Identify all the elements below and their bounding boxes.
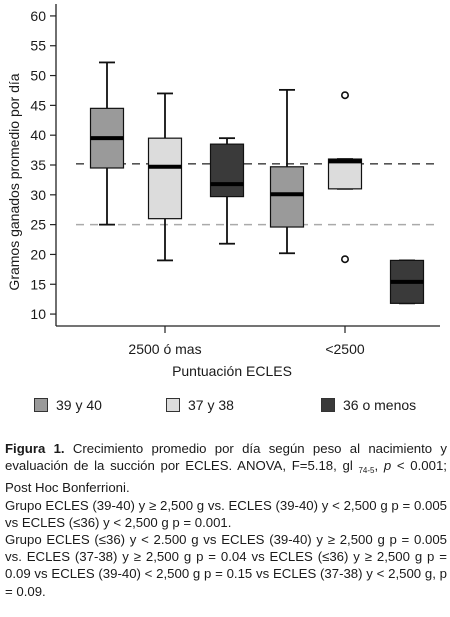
box-1-1 (89, 61, 125, 226)
legend-item-37-38: 37 y 38 (166, 397, 234, 413)
box-1-3 (209, 137, 245, 245)
y-tick-label: 30 (30, 187, 46, 203)
legend-swatch (321, 398, 335, 412)
legend-label: 39 y 40 (56, 397, 102, 413)
y-tick-label: 40 (30, 127, 46, 143)
box-2-3 (389, 259, 425, 305)
y-axis-label: Gramos ganados promedio por día (6, 73, 22, 290)
y-tick-label: 20 (30, 246, 46, 262)
legend-label: 37 y 38 (188, 397, 234, 413)
y-tick-label: 55 (30, 38, 46, 54)
x-tick-label: 2500 ó mas (128, 341, 201, 357)
caption-paragraph-2: Grupo ECLES (39-40) y ≥ 2,500 g vs. ECLE… (5, 497, 447, 530)
outlier-point (340, 255, 349, 264)
box-body (269, 166, 305, 228)
box-2-1 (269, 88, 305, 255)
figure-caption: Figura 1. Crecimiento promedio por día s… (5, 440, 447, 600)
box-body (147, 137, 183, 220)
x-axis-label: Puntuación ECLES (172, 363, 292, 379)
y-tick-label: 60 (30, 8, 46, 24)
y-tick-label: 10 (30, 306, 46, 322)
caption-text: < 0.001; Post Hoc Bonferrioni. (5, 458, 447, 496)
caption-paragraph-1: Figura 1. Crecimiento promedio por día s… (5, 440, 447, 497)
box-body (209, 143, 245, 198)
y-tick-label: 50 (30, 68, 46, 84)
y-tick-label: 15 (30, 276, 46, 292)
x-tick-label: <2500 (325, 341, 365, 357)
legend-swatch (166, 398, 180, 412)
caption-text: , (374, 458, 379, 474)
caption-subscript: 74-5 (358, 466, 375, 476)
legend-item-36-menos: 36 o menos (321, 397, 416, 413)
legend-label: 36 o menos (343, 397, 417, 413)
caption-p: p (383, 458, 392, 474)
caption-paragraph-3: Grupo ECLES (≤36) y < 2.500 g vs ECLES (… (5, 532, 447, 599)
y-tick-label: 45 (30, 97, 46, 113)
outlier-point (340, 91, 349, 100)
caption-label: Figura 1. (5, 441, 65, 456)
legend-swatch (34, 398, 48, 412)
box-plot-chart: 10 15 20 25 30 35 40 45 50 55 60 2500 ó mas <2500 Gr… (6, 4, 440, 379)
y-tick-label: 35 (30, 157, 46, 173)
box-1-2 (147, 92, 183, 262)
box-2-2 (327, 91, 363, 264)
box-body (327, 158, 363, 190)
legend: 39 y 40 37 y 38 36 o menos (34, 397, 434, 417)
y-tick-label: 25 (30, 217, 46, 233)
caption-text: Crecimiento promedio por día según peso … (5, 441, 447, 474)
legend-item-39-40: 39 y 40 (34, 397, 102, 413)
